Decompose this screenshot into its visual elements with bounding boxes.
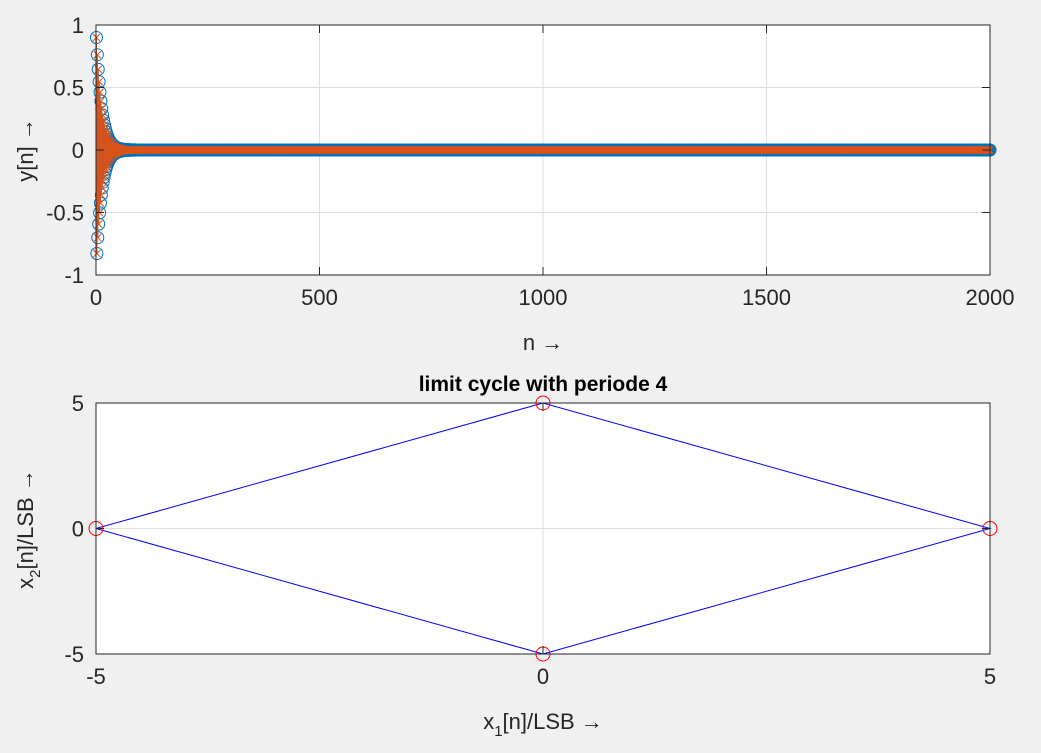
stem-marker-x [97, 97, 105, 105]
stem-marker-x [96, 199, 105, 207]
stem-marker-x [103, 130, 112, 139]
stem-marker-x [95, 77, 103, 86]
stem-marker-x [102, 162, 111, 171]
top-plot: 0 500 1000 1500 2000-1-0.500.51 n → y[n] → [13, 13, 1014, 355]
top-plot-data [89, 31, 997, 260]
stem-marker-x [93, 233, 102, 242]
stem-marker-x [96, 88, 104, 97]
stem-marker-x [97, 191, 106, 199]
stem-marker-x [97, 104, 106, 113]
stem-marker-x [102, 128, 111, 136]
stem-marker-x [103, 160, 112, 168]
stem-marker-x [104, 133, 112, 141]
stem-marker-x [101, 165, 110, 174]
stem-marker-x [93, 249, 101, 258]
stem-marker-x [99, 116, 108, 125]
stem-marker-x [93, 50, 102, 59]
top-series-crosses [92, 33, 994, 258]
